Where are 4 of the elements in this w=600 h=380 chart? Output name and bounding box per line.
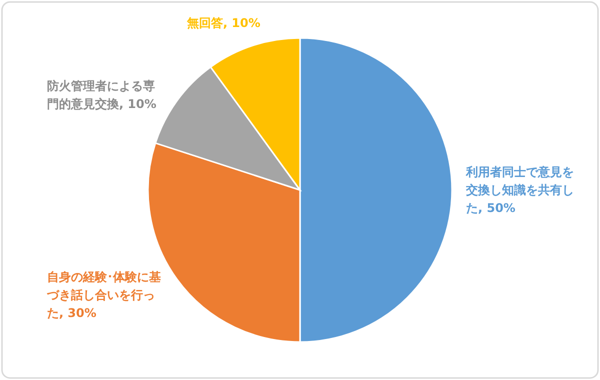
- slice-label: 利用者同士で意見を交換し知識を共有した, 50%: [466, 164, 575, 217]
- slice-label: 無回答, 10%: [186, 14, 260, 32]
- slice-label: 防火管理者による専門的意見交換, 10%: [46, 78, 158, 113]
- slice-label: 自身の経験･体験に基づき話し合いを行った, 30%: [46, 269, 162, 322]
